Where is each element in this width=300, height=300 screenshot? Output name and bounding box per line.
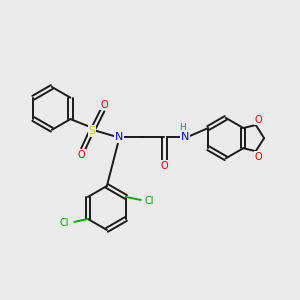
Text: N: N [181, 132, 189, 142]
Text: N: N [115, 132, 123, 142]
Text: O: O [160, 161, 168, 171]
Text: S: S [88, 126, 96, 136]
Text: Cl: Cl [60, 218, 69, 227]
Text: O: O [100, 100, 108, 110]
Text: O: O [255, 115, 262, 125]
Text: Cl: Cl [145, 196, 154, 206]
Text: H: H [179, 123, 186, 132]
Text: O: O [255, 152, 262, 161]
Text: O: O [78, 150, 86, 160]
